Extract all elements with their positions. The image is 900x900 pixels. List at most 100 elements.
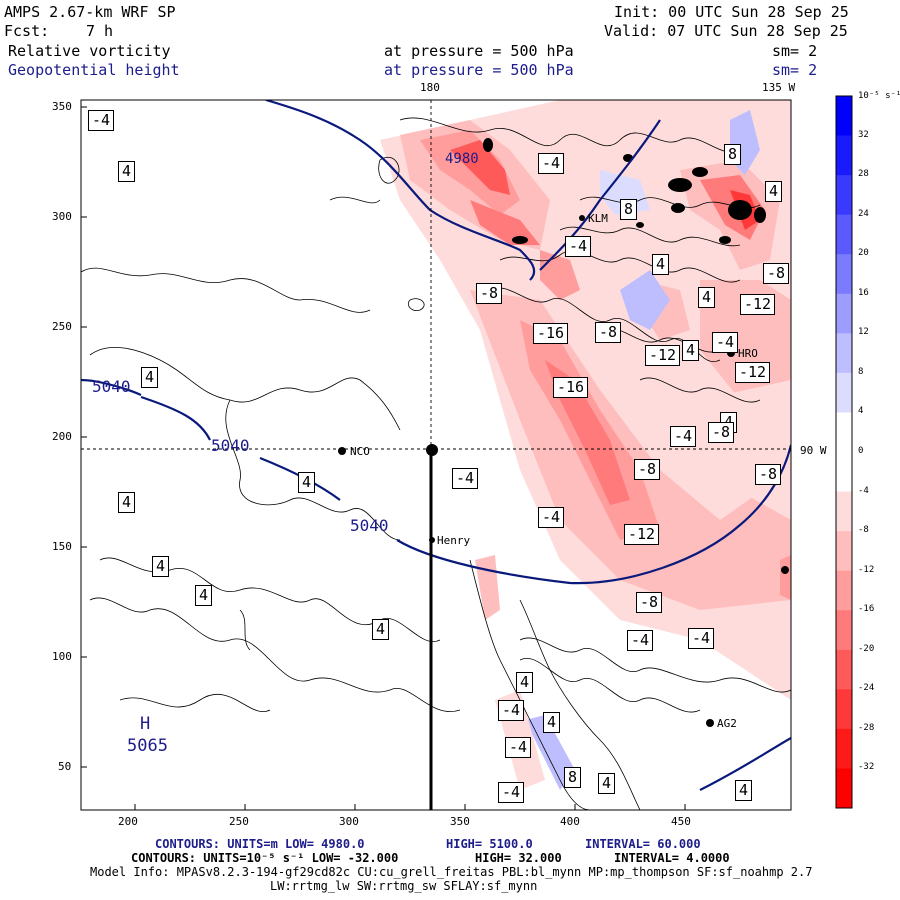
y-tick-label: 50 <box>58 760 72 773</box>
footer-physics: LW:rrtmg_lw SW:rrtmg_sw SFLAY:sf_mynn <box>270 879 538 893</box>
colorbar-label: -32 <box>858 762 875 773</box>
lon-label-135w: 135 W <box>762 81 796 94</box>
vorticity-contour-label: 4 <box>152 556 170 577</box>
colorbar-swatch <box>836 570 852 611</box>
field-1-pressure: at pressure = 500 hPa <box>384 42 574 60</box>
high-center-value: 5065 <box>127 736 168 756</box>
vorticity-contour-label: 4 <box>765 181 783 202</box>
station-label: NCO <box>350 445 370 458</box>
y-tick-label: 150 <box>52 540 72 553</box>
colorbar-swatch <box>836 96 852 137</box>
vorticity-contour-label: 4 <box>298 472 316 493</box>
vorticity-contour-label: 4 <box>195 585 213 606</box>
vorticity-contour-label: -8 <box>755 464 782 485</box>
vorticity-contour-label: -12 <box>624 524 660 545</box>
footer-height-high: HIGH= 5100.0 <box>446 837 533 851</box>
vorticity-contour-label: -4 <box>565 236 592 257</box>
colorbar-swatch <box>836 175 852 216</box>
vorticity-contour-label: -4 <box>538 153 565 174</box>
vorticity-contour-label: -4 <box>712 332 739 353</box>
colorbar-swatch <box>836 768 852 809</box>
x-tick-label: 200 <box>118 815 138 828</box>
footer-vort-high: HIGH= 32.000 <box>475 851 562 865</box>
vorticity-contour-label: -12 <box>645 345 681 366</box>
footer-vort-contours: CONTOURS: UNITS=10⁻⁵ s⁻¹ LOW= -32.000 <box>131 851 399 865</box>
lon-label-180: 180 <box>420 81 440 94</box>
colorbar-label: 24 <box>858 208 869 219</box>
colorbar-frame <box>835 95 853 809</box>
vorticity-contour-label: 4 <box>698 287 716 308</box>
colorbar-swatch <box>836 293 852 334</box>
colorbar-label: -28 <box>858 722 875 733</box>
vorticity-contour-label: -4 <box>688 628 715 649</box>
y-tick-label: 200 <box>52 430 72 443</box>
colorbar-label: -4 <box>858 485 869 496</box>
station-label: AG2 <box>717 717 737 730</box>
footer-height-contours: CONTOURS: UNITS=m LOW= 4980.0 <box>155 837 365 851</box>
station-label: HRO <box>738 347 758 360</box>
colorbar-swatch <box>836 649 852 690</box>
x-tick-label: 400 <box>560 815 580 828</box>
vorticity-contour-label: -4 <box>627 630 654 651</box>
field-1-smoothing: sm= 2 <box>772 42 818 60</box>
pole-marker <box>426 444 438 456</box>
vorticity-contour-label: -4 <box>452 468 479 489</box>
field-2-name: Geopotential height <box>8 61 180 79</box>
vorticity-contour-label: -4 <box>88 110 115 131</box>
colorbar-swatch <box>836 254 852 295</box>
station-label: KLM <box>588 212 608 225</box>
colorbar-label: 8 <box>858 366 864 377</box>
axis-ticks <box>81 106 686 810</box>
field-1-name: Relative vorticity <box>8 42 171 60</box>
vorticity-contour-label: -16 <box>533 323 569 344</box>
station-label: Henry <box>437 534 471 547</box>
height-contours <box>81 100 791 791</box>
model-title: AMPS 2.67-km WRF SP <box>4 3 176 21</box>
vorticity-contour-label: 4 <box>652 254 670 275</box>
vorticity-contour-label: 4 <box>118 492 136 513</box>
y-tick-label: 100 <box>52 650 72 663</box>
vorticity-contour-label: 8 <box>620 199 638 220</box>
vorticity-contour-label: 4 <box>516 672 534 693</box>
vorticity-contour-label: -8 <box>476 283 503 304</box>
colorbar-label: 4 <box>858 406 864 417</box>
vorticity-contour-label: -8 <box>595 322 622 343</box>
colorbar-swatch <box>836 333 852 374</box>
vorticity-contour-label: -8 <box>708 422 735 443</box>
colorbar-swatch <box>836 214 852 255</box>
colorbar-label: -12 <box>858 564 875 575</box>
vorticity-shading <box>81 100 791 810</box>
vorticity-contour-label: -4 <box>498 700 525 721</box>
colorbar-swatch <box>836 491 852 532</box>
colorbar-swatch <box>836 531 852 572</box>
vorticity-contour-label: 4 <box>141 367 159 388</box>
colorbar-label: -24 <box>858 683 875 694</box>
colorbar-label: 32 <box>858 129 869 140</box>
init-time: Init: 00 UTC Sun 28 Sep 25 <box>614 3 849 21</box>
height-contour-label: 4980 <box>445 151 479 167</box>
colorbar <box>835 95 853 809</box>
lon-label-90w: 90 W <box>800 444 827 457</box>
colorbar-label: 0 <box>858 446 864 456</box>
colorbar-swatch <box>836 412 852 453</box>
forecast-label: Fcst: <box>4 22 50 40</box>
colorbar-label: -8 <box>858 525 869 536</box>
colorbar-swatch <box>836 728 852 769</box>
vorticity-contour-label: -8 <box>634 459 661 480</box>
vorticity-contour-label: 4 <box>372 619 390 640</box>
colorbar-label: 20 <box>858 248 869 259</box>
colorbar-swatch <box>836 689 852 730</box>
vorticity-contour-label: -4 <box>670 426 697 447</box>
x-tick-label: 250 <box>229 815 249 828</box>
footer-height-interval: INTERVAL= 60.000 <box>585 837 701 851</box>
vorticity-contour-label: -4 <box>505 737 532 758</box>
vorticity-contour-label: 8 <box>564 767 582 788</box>
vorticity-contour-label: 4 <box>118 161 136 182</box>
colorbar-swatch <box>836 610 852 651</box>
vorticity-contour-label: -12 <box>740 294 776 315</box>
x-tick-label: 450 <box>671 815 691 828</box>
vorticity-contour-label: 4 <box>682 340 700 361</box>
y-tick-label: 250 <box>52 320 72 333</box>
vorticity-contour-label: 4 <box>543 712 561 733</box>
